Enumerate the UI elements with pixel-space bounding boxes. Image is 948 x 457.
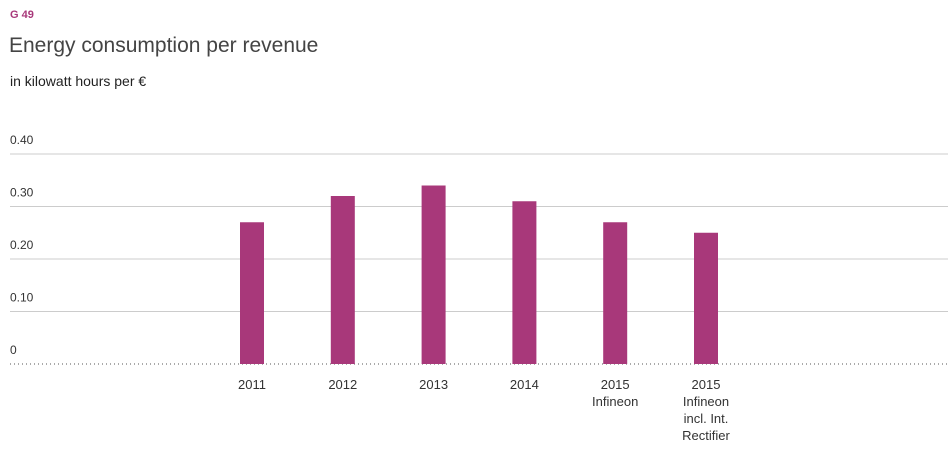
x-tick-label: 2013: [419, 377, 449, 392]
chart-title: Energy consumption per revenue: [9, 34, 319, 57]
bar: [421, 185, 446, 364]
bar: [603, 222, 628, 364]
x-tick-label: 2015 Infineon: [592, 377, 639, 409]
y-tick-label: 0.10: [10, 291, 34, 305]
bar: [240, 222, 264, 364]
chart-subtitle: in kilowatt hours per €: [10, 73, 147, 89]
x-tick-label: 2011: [238, 377, 266, 392]
x-tick-label: 2012: [328, 377, 358, 392]
x-tick-label: 2014: [509, 377, 539, 392]
chart-label: G 49: [10, 9, 34, 21]
bar: [512, 201, 537, 364]
x-tick-label: 2015 Infineon incl. Int. Rectifier: [682, 377, 730, 443]
y-tick-label: 0.40: [10, 133, 34, 147]
y-tick-label: 0: [10, 343, 17, 357]
y-tick-label: 0.20: [10, 238, 34, 252]
bar: [694, 232, 718, 364]
bar: [330, 196, 355, 364]
y-tick-label: 0.30: [10, 186, 34, 200]
